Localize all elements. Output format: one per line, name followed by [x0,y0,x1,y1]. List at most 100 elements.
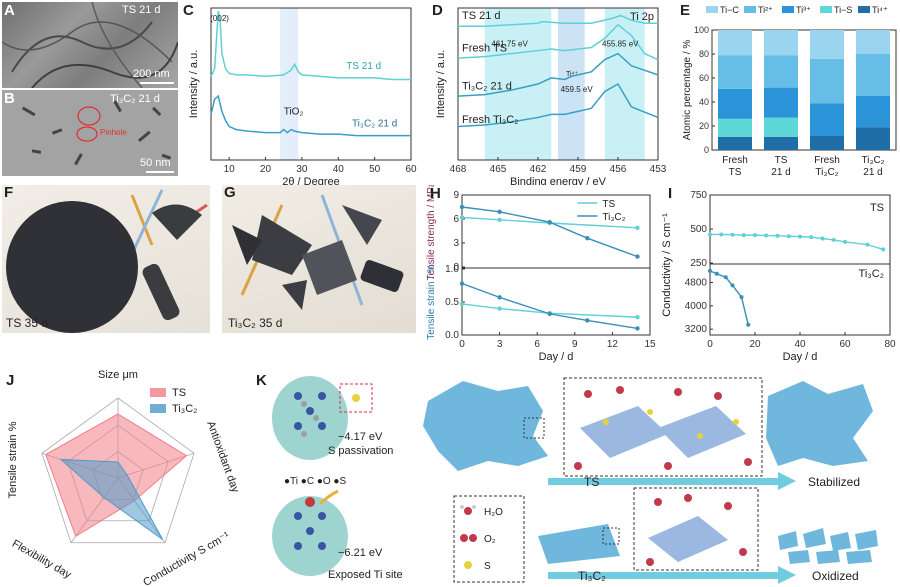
strength-point [635,254,640,259]
ts-conductivity-line [710,233,884,251]
band-ti-low [604,8,645,160]
ts-conductivity-point [798,234,802,239]
ts-lattice [574,386,752,470]
ti3c2-conductivity-point [714,271,719,276]
strength-point [635,225,640,230]
strain-point [547,311,552,317]
tem-image-ti3c2 [2,90,178,176]
plot-frame [210,7,412,161]
ts-process-label: TS [584,475,599,489]
y-tick-label: 20 [699,121,709,131]
radar-axis-label: Conductivity S cm⁻¹ [141,530,232,586]
stacked-bar-segment [718,30,752,56]
label-fresh-ti: Fresh Ti₃C₂ [462,114,518,126]
tem-image-ts [2,2,178,88]
stacked-bar-segment [718,55,752,89]
plot-frame [461,194,651,336]
radar-axis-label: Flexibility day [10,538,74,582]
strain-point [585,318,590,323]
radar-chart: Size μm Antioxidant day Conductivity S cm⁻… [7,369,240,586]
panel-label-e: E [680,2,691,19]
x-axis-title: Day / d [539,351,574,363]
category-label-line1: Fresh [814,155,840,166]
ti3c2-conductivity-point [746,322,751,327]
legend-swatch [150,388,166,397]
radar-axis-label: Antioxidant day [204,420,240,495]
x-tick-label: 60 [405,164,417,175]
photo-ts-film [2,185,210,333]
ti3c2-conductivity-point [739,295,744,300]
legend-label: TS [602,199,615,210]
x-tick-label: 6 [534,339,540,350]
energy-455: 455.85 eV [602,39,639,48]
caption-g: Ti₃C₂ 35 d [228,316,283,330]
x-axis-title: 2θ / Degree [282,176,339,185]
strength-point [497,209,502,214]
strain-point [459,281,465,286]
radar-axis-label: Tensile strain % [7,421,19,498]
x-tick-label: 20 [260,164,272,175]
x-axis-title: Day / d [783,351,818,363]
scalebar-a: 200 nm [133,68,170,80]
plot-frame [709,194,891,336]
stacked-bar-segment [764,30,798,56]
ts-conductivity-point [719,232,724,237]
label-ti21: Ti₃C₂ 21 d [462,81,512,93]
y-tick-label-top: 750 [690,190,707,201]
category-label-line1: Fresh [722,155,748,166]
caption-b: Ti₃C₂ 21 d [110,93,160,105]
tio2-label: TiO₂ [284,106,304,117]
legend-o2: O₂ [484,534,496,545]
x-tick-label: 40 [794,339,806,350]
oxidized-fragments [778,528,878,564]
legend-label: Ti³⁺ [796,5,811,15]
series-line-3 [457,82,659,128]
peak-label-002: (002) [210,14,229,23]
x-tick-label: 456 [610,164,627,175]
ti3c2-flake [538,524,620,564]
xrd-chart: 10 20 30 40 50 60 2θ / Degree Intensity / a.u. (… [188,7,417,185]
ti4-label: Ti⁴⁺ [566,71,579,78]
category-label-line2: Ti₃C₂ [815,167,838,178]
legend-swatch [744,6,756,13]
y-axis-title: Intensity / a.u. [435,50,447,118]
y-tick-label-bottom: 0.5 [445,297,459,308]
panel-label-f: F [4,184,14,201]
strain-point [497,306,502,311]
x-axis-title: Binding energy / eV [510,176,607,185]
stacked-bar-segment [856,127,890,150]
panel-label-c: C [183,2,194,19]
plot-frame [711,29,897,151]
y-axis-title-bottom: Tensile strain / % [426,264,437,340]
legend-s: S [484,561,491,572]
legend-label: TS [172,387,186,399]
y-tick-label: 100 [694,25,709,35]
y-tick-label-bottom: 3200 [685,324,708,335]
x-tick-label: 10 [224,164,236,175]
pinhole-label: Pinhole [100,128,127,137]
x-tick-label: 459 [570,164,587,175]
legend-swatch [150,404,166,413]
zoom-box-ti3c2 [602,527,620,545]
o2-icon [460,534,477,542]
x-tick-label: 40 [333,164,345,175]
caption-f: TS 35 d [6,316,49,330]
panel-label-k: K [256,372,267,389]
ts-conductivity-point [865,242,870,247]
arrow-ti3c2 [548,572,778,579]
panel-label-g: G [224,184,236,201]
panel-label-b: B [4,90,15,107]
strain-point [459,301,465,307]
stacked-bar-segment [718,136,752,150]
atomic-percentage-chart: Ti−C Ti²⁺ Ti³⁺ Ti−S Ti⁴⁺020406080100FreshTST… [682,5,897,178]
strength-point [547,220,552,225]
series-line-2 [457,52,659,97]
photo-ti3c2-film [222,185,416,333]
x-tick-label: 30 [296,164,308,175]
y-tick-label-top: 0 [453,262,459,273]
stacked-bar-segment [718,88,752,119]
x-tick-label: 0 [459,339,465,350]
ts-flake-left [423,381,548,471]
ts-conductivity-point [730,232,735,237]
y-tick-label-bottom: 1.0 [445,264,459,275]
